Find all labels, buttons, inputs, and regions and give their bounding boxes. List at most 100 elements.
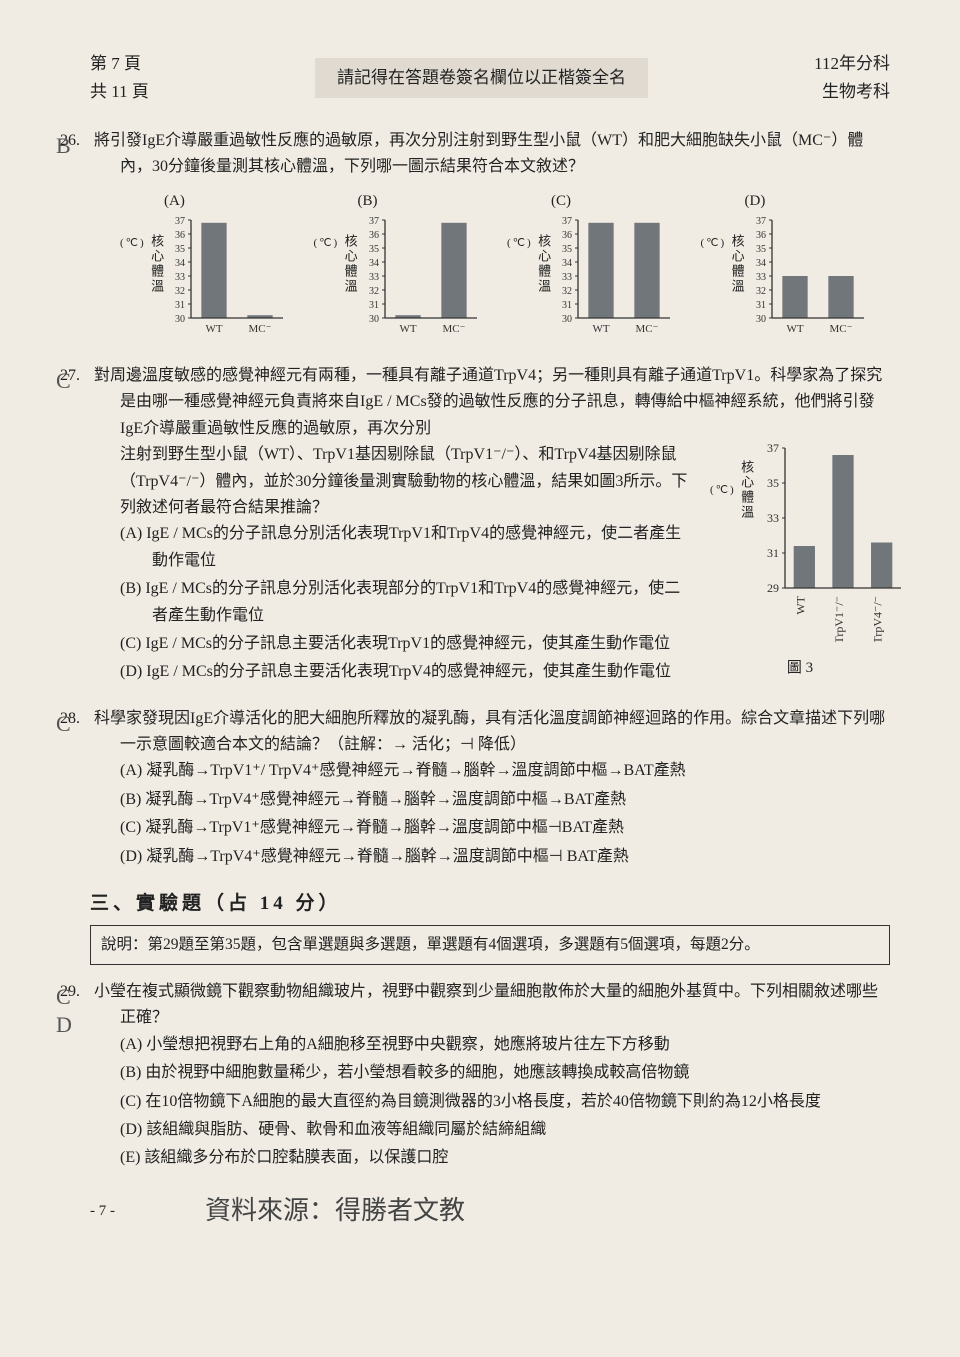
page-header: 第 7 頁 共 11 頁 請記得在答題卷簽名欄位以正楷簽全名 112年分科 生物… <box>90 50 890 106</box>
q26-chart-label-a: (A) <box>120 189 310 214</box>
q26-chart-c: (C)核心體溫(℃)3031323334353637WTMC⁻ <box>507 189 697 345</box>
q26-charts-row: (A)核心體溫(℃)3031323334353637WTMC⁻(B)核心體溫(℃… <box>120 189 890 345</box>
q29-option-d: (D) 該組織與脂肪、硬骨、軟骨和血液等組織同屬於結締組織 <box>120 1117 890 1143</box>
section-3-instruction: 說明：第29題至第35題，包含單選題與多選題，單選題有4個選項，多選題有5個選項… <box>90 925 890 965</box>
question-29: C D 29. 小瑩在複式顯微鏡下觀察動物組織玻片，視野中觀察到少量細胞散佈於大… <box>90 979 890 1172</box>
header-left: 第 7 頁 共 11 頁 <box>90 50 149 106</box>
svg-text:30: 30 <box>562 314 572 325</box>
svg-text:WT: WT <box>793 596 807 615</box>
q26-bar-chart-d: 3031323334353637WTMC⁻ <box>748 216 868 336</box>
question-27: C 27. 對周邊溫度敏感的感覺神經元有兩種，一種具有離子通道TrpV4；另一種… <box>90 363 890 688</box>
q27-text-b: 注射到野生型小鼠（WT）、TrpV1基因剔除鼠（TrpV1⁻/⁻）、和TrpV4… <box>90 442 694 521</box>
q27-left-column: 注射到野生型小鼠（WT）、TrpV1基因剔除鼠（TrpV1⁻/⁻）、和TrpV4… <box>90 442 694 688</box>
svg-text:34: 34 <box>756 258 766 269</box>
svg-text:35: 35 <box>767 476 779 490</box>
svg-text:29: 29 <box>767 581 779 595</box>
q28-option-d: (D) 凝乳酶→TrpV4⁺感覺神經元→脊髓→腦幹→溫度調節中樞⊣ BAT產熱 <box>120 844 890 870</box>
svg-text:37: 37 <box>369 216 379 227</box>
page-footer: - 7 - 資料來源：得勝者文教 <box>90 1190 890 1233</box>
handwritten-answer-26: B <box>56 128 71 164</box>
svg-text:37: 37 <box>756 216 766 227</box>
svg-text:WT: WT <box>593 323 610 335</box>
svg-text:31: 31 <box>756 300 766 311</box>
svg-text:TrpV4⁻/⁻: TrpV4⁻/⁻ <box>871 596 885 642</box>
q26-chart-d: (D)核心體溫(℃)3031323334353637WTMC⁻ <box>701 189 891 345</box>
q29-option-e: (E) 該組織多分布於口腔黏膜表面，以保護口腔 <box>120 1145 890 1171</box>
q26-chart-a: (A) 核心體溫(℃) 30 31 32 33 34 35 36 37 WT MC⁻ <box>120 189 310 345</box>
svg-text:31: 31 <box>767 546 779 560</box>
question-28: C 28. 科學家發現因IgE介導活化的肥大細胞所釋放的凝乳酶，具有活化溫度調節… <box>90 706 890 870</box>
svg-text:32: 32 <box>562 286 572 297</box>
handwritten-answer-29b: D <box>56 1007 72 1043</box>
q26-ylabel-0: 核心體溫(℃) <box>120 234 167 294</box>
handwritten-answer-28: C <box>56 706 71 742</box>
svg-text:37: 37 <box>562 216 572 227</box>
q28-option-c: (C) 凝乳酶→TrpV1⁺感覺神經元→脊髓→腦幹→溫度調節中樞⊣BAT產熱 <box>120 815 890 841</box>
q28-text: 28. 科學家發現因IgE介導活化的肥大細胞所釋放的凝乳酶，具有活化溫度調節神經… <box>90 706 890 759</box>
figure-3-caption: 圖 3 <box>710 656 890 681</box>
exam-year: 112年分科 <box>814 50 890 78</box>
svg-text:WT: WT <box>399 323 416 335</box>
q28-options: (A) 凝乳酶→TrpV1⁺/ TrpV4⁺感覺神經元→脊髓→腦幹→溫度調節中樞… <box>120 758 890 870</box>
svg-text:31: 31 <box>562 300 572 311</box>
svg-text:36: 36 <box>369 230 379 241</box>
svg-text:33: 33 <box>767 511 779 525</box>
q26-bar-chart-a: 30 31 32 33 34 35 36 37 WT MC⁻ <box>167 216 287 336</box>
svg-text:31: 31 <box>175 300 185 311</box>
svg-text:34: 34 <box>175 258 185 269</box>
svg-text:35: 35 <box>175 244 185 255</box>
svg-text:30: 30 <box>369 314 379 325</box>
q29-text: 29. 小瑩在複式顯微鏡下觀察動物組織玻片，視野中觀察到少量細胞散佈於大量的細胞… <box>90 979 890 1032</box>
q27-chart-area: 核心體溫(℃) 29 31 33 35 37 WT TrpV1⁻/⁻ TrpV4⁻/⁻ 圖 3 <box>710 442 890 688</box>
svg-text:33: 33 <box>756 272 766 283</box>
page-now: 第 7 頁 <box>90 50 149 78</box>
q26-ylabel-2: 核心體溫(℃) <box>507 234 554 294</box>
handwritten-answer-27: C <box>56 363 71 399</box>
q28-option-b: (B) 凝乳酶→TrpV4⁺感覺神經元→脊髓→腦幹→溫度調節中樞→BAT產熱 <box>120 787 890 813</box>
q27-option-d: (D) IgE / MCs的分子訊息主要活化表現TrpV4的感覺神經元，使其產生… <box>120 659 694 685</box>
q27-ylabel: 核心體溫(℃) <box>710 460 757 520</box>
svg-text:33: 33 <box>175 272 185 283</box>
q26-chart-label-c: (C) <box>507 189 697 214</box>
header-center: 請記得在答題卷簽名欄位以正楷簽全名 <box>315 58 648 98</box>
svg-text:36: 36 <box>175 230 185 241</box>
footer-page-number: - 7 - <box>90 1199 115 1224</box>
q27-option-b: (B) IgE / MCs的分子訊息分別活化表現部分的TrpV1和TrpV4的感… <box>120 576 694 629</box>
svg-text:34: 34 <box>562 258 572 269</box>
q26-chart-label-d: (D) <box>701 189 891 214</box>
q27-options: (A) IgE / MCs的分子訊息分別活化表現TrpV1和TrpV4的感覺神經… <box>120 521 694 685</box>
svg-text:34: 34 <box>369 258 379 269</box>
svg-text:37: 37 <box>767 442 779 455</box>
q27-text-a: 27. 對周邊溫度敏感的感覺神經元有兩種，一種具有離子通道TrpV4；另一種則具… <box>90 363 890 442</box>
q29-options: (A) 小瑩想把視野右上角的A細胞移至視野中央觀察，她應將玻片往左下方移動 (B… <box>120 1032 890 1172</box>
q26-chart-b: (B)核心體溫(℃)3031323334353637WTMC⁻ <box>314 189 504 345</box>
svg-text:35: 35 <box>562 244 572 255</box>
svg-text:35: 35 <box>369 244 379 255</box>
svg-text:WT: WT <box>206 323 223 335</box>
q26-ylabel-1: 核心體溫(℃) <box>314 234 361 294</box>
svg-text:30: 30 <box>175 314 185 325</box>
svg-text:36: 36 <box>756 230 766 241</box>
svg-text:32: 32 <box>369 286 379 297</box>
svg-text:32: 32 <box>756 286 766 297</box>
svg-text:MC⁻: MC⁻ <box>442 323 465 335</box>
svg-text:MC⁻: MC⁻ <box>829 323 852 335</box>
q27-option-c: (C) IgE / MCs的分子訊息主要活化表現TrpV1的感覺神經元，使其產生… <box>120 631 694 657</box>
section-3-title: 三、實驗題（占 14 分） <box>90 888 890 919</box>
svg-text:MC⁻: MC⁻ <box>249 323 272 335</box>
svg-text:35: 35 <box>756 244 766 255</box>
q26-chart-label-b: (B) <box>314 189 504 214</box>
svg-text:37: 37 <box>175 216 185 227</box>
exam-subject: 生物考科 <box>814 78 890 106</box>
q29-option-c: (C) 在10倍物鏡下A細胞的最大直徑約為目鏡測微器的3小格長度，若於40倍物鏡… <box>120 1089 890 1115</box>
header-right: 112年分科 生物考科 <box>814 50 890 106</box>
q26-bar-chart-c: 3031323334353637WTMC⁻ <box>554 216 674 336</box>
q29-option-b: (B) 由於視野中細胞數量稀少，若小瑩想看較多的細胞，她應該轉換成較高倍物鏡 <box>120 1060 890 1086</box>
q27-option-a: (A) IgE / MCs的分子訊息分別活化表現TrpV1和TrpV4的感覺神經… <box>120 521 694 574</box>
svg-text:WT: WT <box>786 323 803 335</box>
svg-text:32: 32 <box>175 286 185 297</box>
page-total: 共 11 頁 <box>90 78 149 106</box>
svg-text:MC⁻: MC⁻ <box>636 323 659 335</box>
svg-text:TrpV1⁻/⁻: TrpV1⁻/⁻ <box>832 596 846 642</box>
q27-bar-chart: 29 31 33 35 37 WT TrpV1⁻/⁻ TrpV4⁻/⁻ <box>757 442 907 642</box>
